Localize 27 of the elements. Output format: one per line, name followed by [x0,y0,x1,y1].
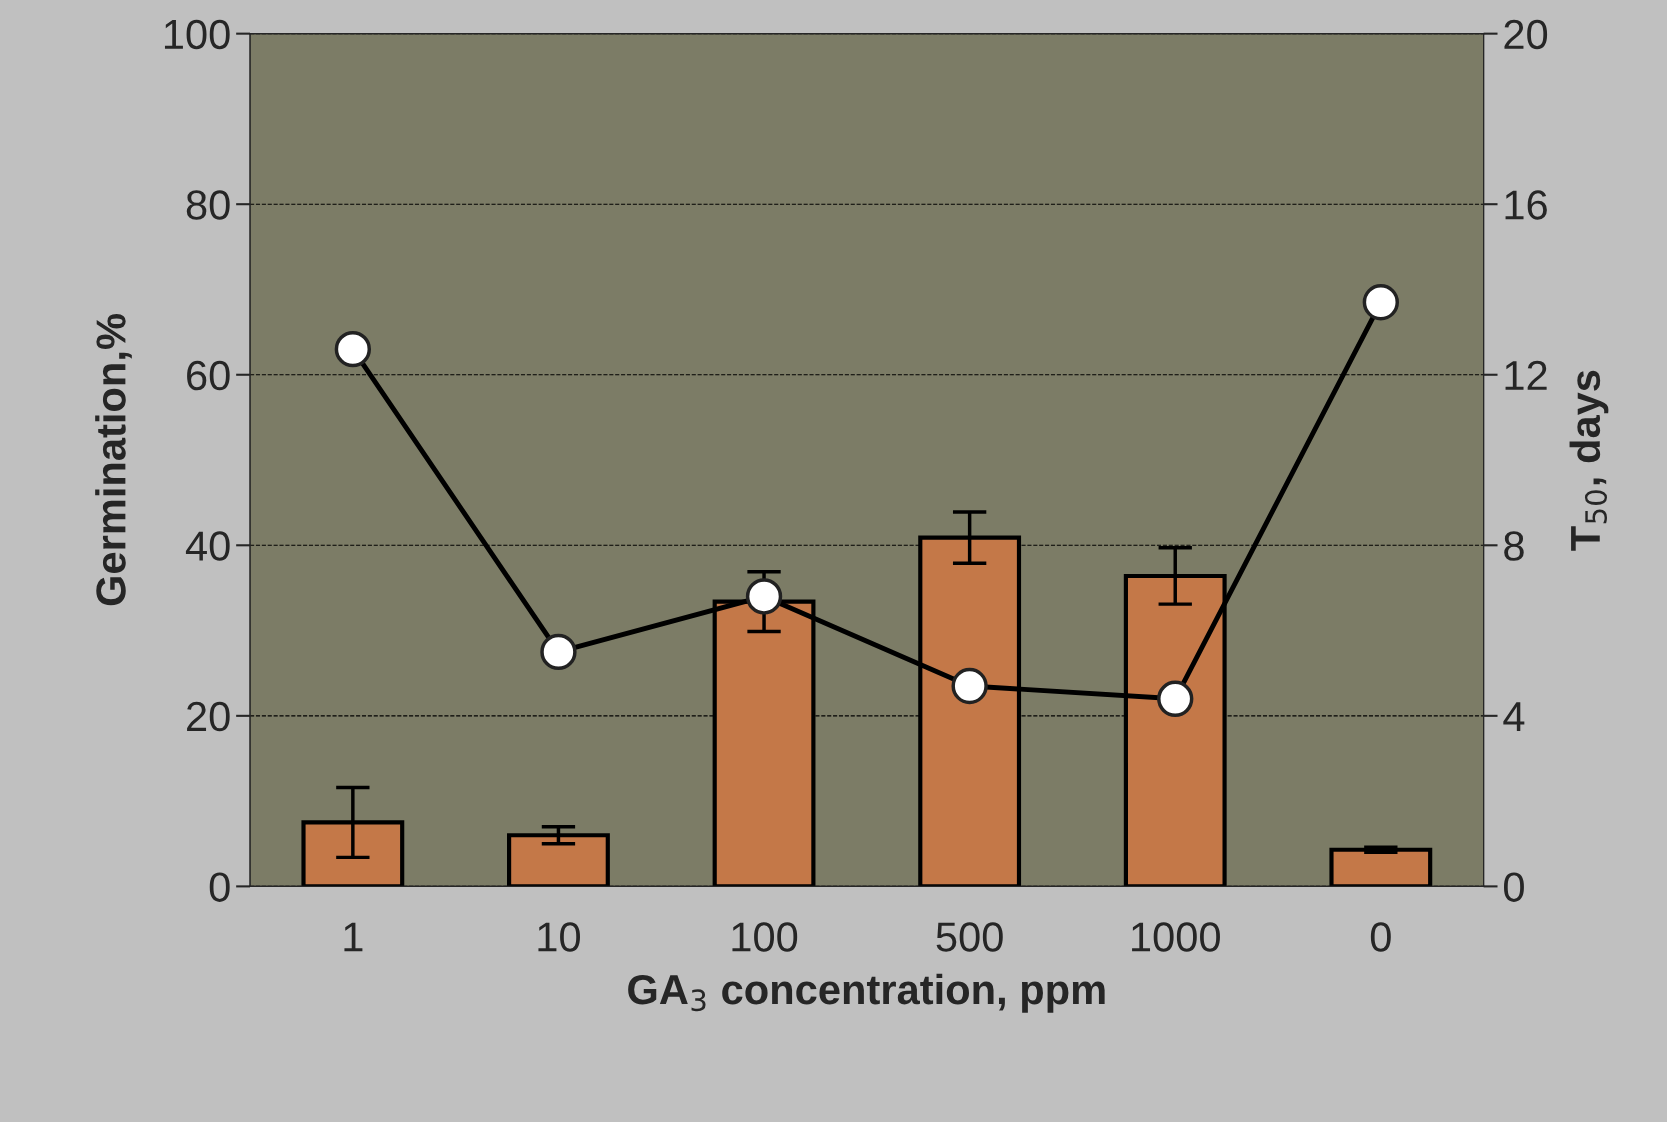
y-tick-label: 80 [186,190,230,220]
y2-tick-label: 16 [1505,190,1547,220]
y-tick-label: 20 [187,701,230,732]
x-axis-title: GA$_{3}$ concentration, ppm [628,973,1105,1013]
point [745,578,783,615]
y2-axis-title: T$_{50}$, days [1569,370,1609,551]
y-tick-label: 100 [164,19,230,50]
x-tick-label: 100 [732,922,798,952]
y2-tick-label: 12 [1505,360,1547,390]
x-tick-label: 1000 [1132,922,1220,952]
x-tick-label: 0 [1370,922,1391,952]
x-tick-label: 1 [344,922,363,952]
y-tick-label: 60 [187,360,230,391]
y-tick-label: 40 [185,531,230,561]
x-tick-label: 10 [538,922,580,952]
y2-tick-label: 20 [1504,19,1548,50]
point [1362,284,1400,321]
y2-tick-label: 0 [1504,872,1524,902]
point [540,633,577,671]
y2-tick-label: 8 [1504,531,1524,561]
x-tick-label: 500 [936,922,1003,952]
y-axis-title: Germination,% [95,314,132,606]
y-tick-label: 0 [209,872,230,902]
y2-tick-label: 4 [1503,702,1525,731]
point [334,330,372,368]
point [1157,680,1194,717]
point [951,667,988,705]
